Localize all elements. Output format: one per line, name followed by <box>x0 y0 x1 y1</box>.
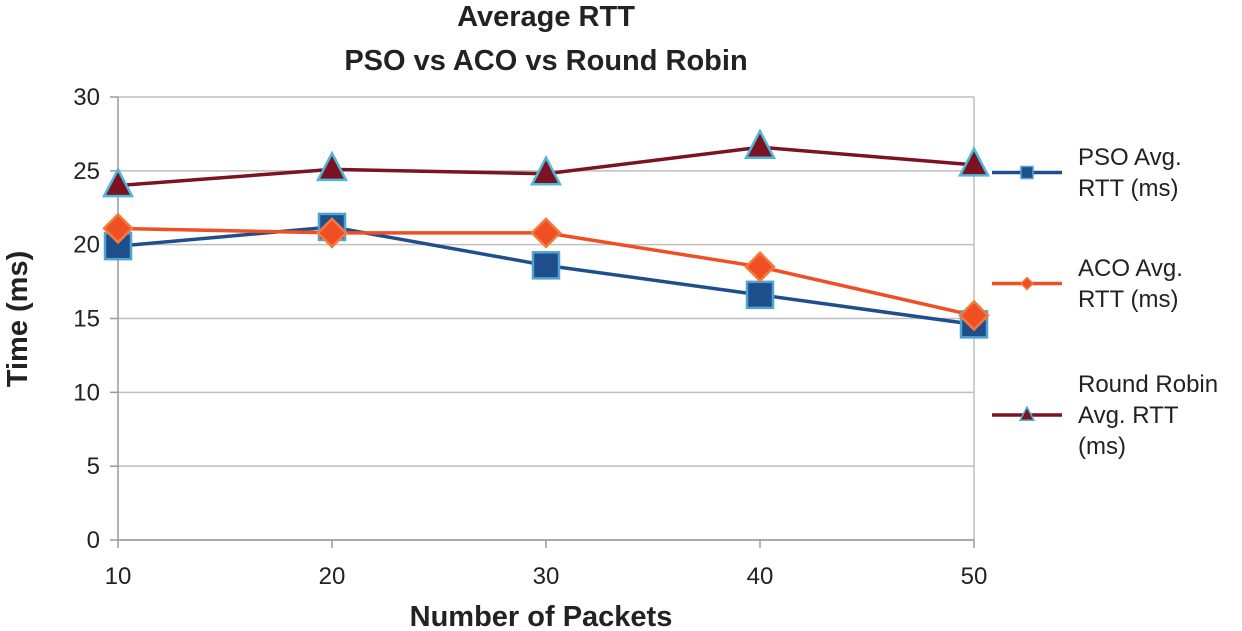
x-tick-label-40: 40 <box>747 563 774 590</box>
data-point-pso-avg-40 <box>745 280 775 310</box>
legend-label-round-robin-line-2: Avg. RTT <box>1078 402 1179 429</box>
data-point-round-robin-40 <box>743 128 777 159</box>
legend-label-pso-avg-line-1: PSO Avg. <box>1078 144 1182 171</box>
legend-label-round-robin-line-3: (ms) <box>1078 433 1126 460</box>
x-tick-label-30: 30 <box>533 563 560 590</box>
data-point-aco-avg-40 <box>744 251 776 283</box>
y-tick-labels: 0 5 10 15 20 25 30 <box>73 84 100 554</box>
legend-marker-round-robin <box>1018 405 1036 421</box>
y-tick-label-15: 15 <box>73 306 100 333</box>
legend: PSO Avg. RTT (ms) ACO Avg. RTT (ms) Round Ro… <box>992 144 1218 460</box>
x-axis-title: Number of Packets <box>410 601 673 631</box>
data-point-aco-avg-20 <box>316 217 348 249</box>
data-point-aco-avg-50 <box>958 299 990 332</box>
x-tick-label-20: 20 <box>319 563 346 590</box>
y-tick-label-5: 5 <box>87 453 100 480</box>
legend-marker-aco-avg <box>1019 276 1035 291</box>
legend-label-aco-avg-line-1: ACO Avg. <box>1078 255 1183 282</box>
legend-label-round-robin-line-1: Round Robin <box>1078 371 1218 398</box>
x-tick-label-50: 50 <box>961 563 988 590</box>
data-point-round-robin-50 <box>957 146 991 177</box>
y-tick-label-25: 25 <box>73 158 100 185</box>
y-tick-label-10: 10 <box>73 379 100 406</box>
y-axis-title: Time (ms) <box>2 251 34 387</box>
data-point-round-robin-20 <box>315 150 349 182</box>
data-point-aco-avg-30 <box>530 217 562 249</box>
y-tick-label-30: 30 <box>73 84 100 111</box>
x-tick-labels: 10 20 30 40 50 <box>105 563 988 590</box>
data-point-pso-avg-30 <box>531 251 561 280</box>
series-markers <box>101 128 991 339</box>
y-tick-label-0: 0 <box>87 527 100 554</box>
data-point-aco-avg-10 <box>102 212 134 245</box>
legend-label-aco-avg-line-2: RTT (ms) <box>1078 286 1178 313</box>
chart-title-line-2: PSO vs ACO vs Round Robin <box>344 45 747 77</box>
data-point-round-robin-30 <box>529 155 563 186</box>
legend-marker-pso-avg <box>1020 165 1034 180</box>
data-point-round-robin-10 <box>101 166 135 198</box>
y-tick-label-20: 20 <box>73 232 100 259</box>
chart-title-line-1: Average RTT <box>457 1 635 33</box>
legend-label-pso-avg-line-2: RTT (ms) <box>1078 175 1178 202</box>
x-tick-label-10: 10 <box>105 563 132 590</box>
